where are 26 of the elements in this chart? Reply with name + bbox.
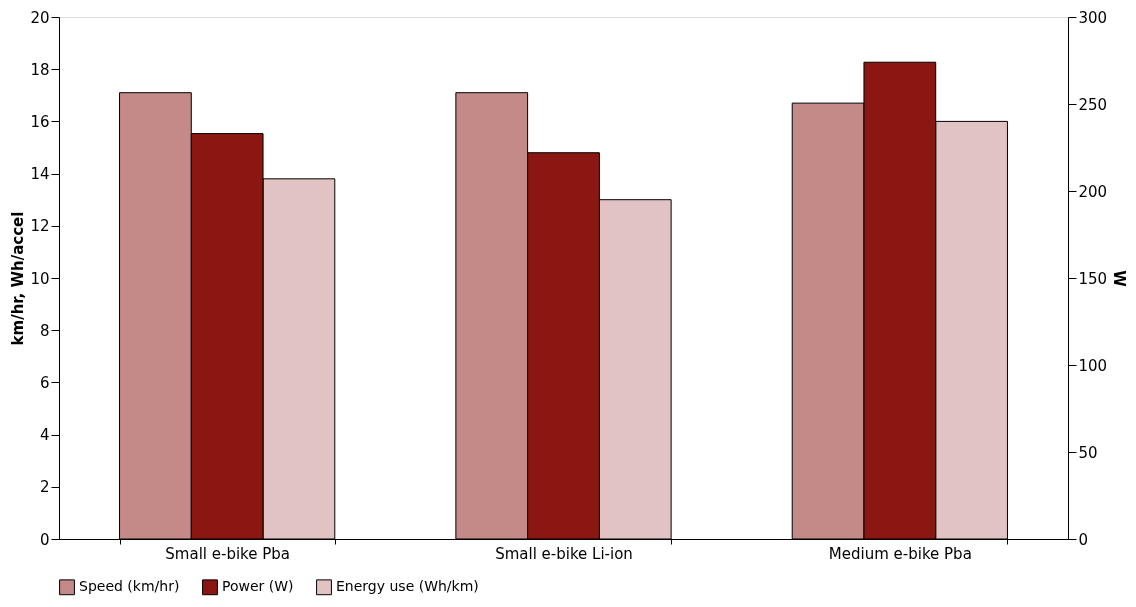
y2-tick-label: 50 (1078, 443, 1098, 462)
legend-label: Energy use (Wh/km) (336, 578, 479, 595)
legend-label: Speed (km/hr) (79, 578, 180, 595)
y2-tick-label: 200 (1078, 182, 1108, 201)
y-tick-label: 2 (39, 478, 50, 497)
x-tick-label: Small e-bike Pba (165, 544, 290, 563)
x-tick-label: Small e-bike Li-ion (495, 544, 633, 563)
y2-tick-label: 250 (1078, 95, 1108, 114)
y-tick-label: 6 (39, 373, 50, 392)
y2-tick-label: 150 (1078, 269, 1108, 288)
y2-tick-label: 300 (1078, 8, 1108, 27)
y-tick-label: 16 (30, 112, 50, 131)
y-tick-label: 18 (30, 60, 50, 79)
y-tick-label: 4 (39, 426, 50, 445)
legend-label: Power (W) (222, 578, 294, 595)
y-tick-label: 0 (39, 530, 50, 549)
y2-tick-label: 0 (1078, 530, 1089, 549)
x-tick-label: Medium e-bike Pba (828, 544, 972, 563)
y-tick-label: 14 (30, 165, 50, 184)
y-tick-label: 10 (30, 269, 50, 288)
y-tick-label: 8 (39, 321, 50, 340)
y2-tick-label: 100 (1078, 356, 1108, 375)
y-axis-title: km/hr, Wh/accel (9, 211, 28, 346)
y-tick-label: 12 (30, 217, 50, 236)
y-tick-label: 20 (30, 8, 50, 27)
y2-axis-title: W (1110, 270, 1129, 288)
